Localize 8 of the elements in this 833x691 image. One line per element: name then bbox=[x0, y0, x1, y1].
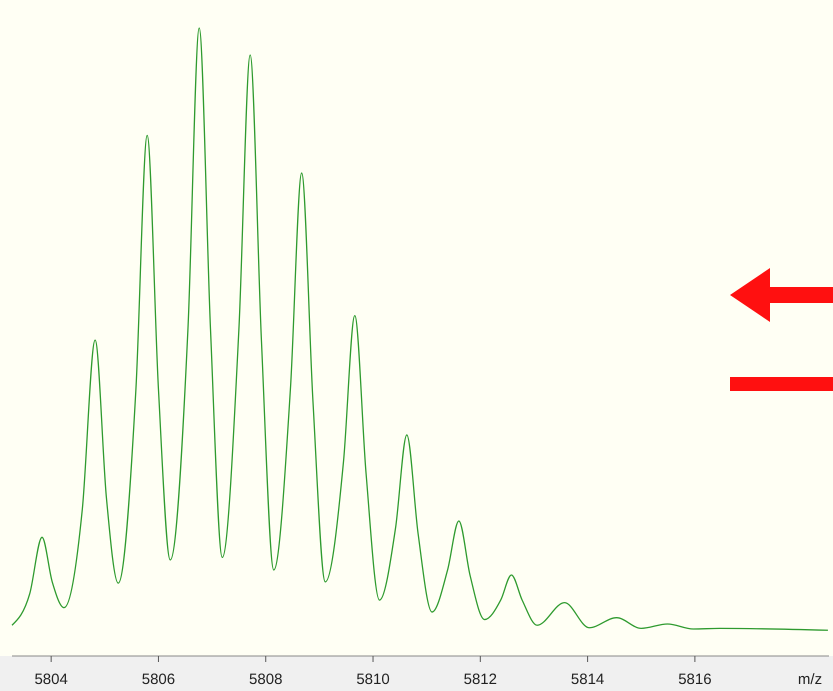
x-tick-label: 5810 bbox=[356, 671, 390, 688]
x-axis-title: m/z bbox=[798, 671, 822, 688]
x-tick-label: 5814 bbox=[570, 671, 604, 688]
x-tick-label: 5808 bbox=[249, 671, 282, 688]
x-tick-label: 5812 bbox=[464, 671, 497, 688]
x-tick-label: 5804 bbox=[34, 671, 68, 688]
x-tick-label: 5816 bbox=[678, 671, 712, 688]
x-tick-label: 5806 bbox=[142, 671, 176, 688]
